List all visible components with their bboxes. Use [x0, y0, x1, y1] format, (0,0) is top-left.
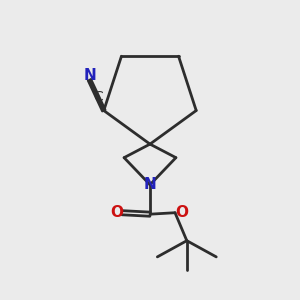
Text: O: O [175, 205, 188, 220]
Text: O: O [110, 205, 123, 220]
Text: N: N [84, 68, 96, 83]
Text: C: C [94, 90, 103, 104]
Text: N: N [144, 177, 156, 192]
